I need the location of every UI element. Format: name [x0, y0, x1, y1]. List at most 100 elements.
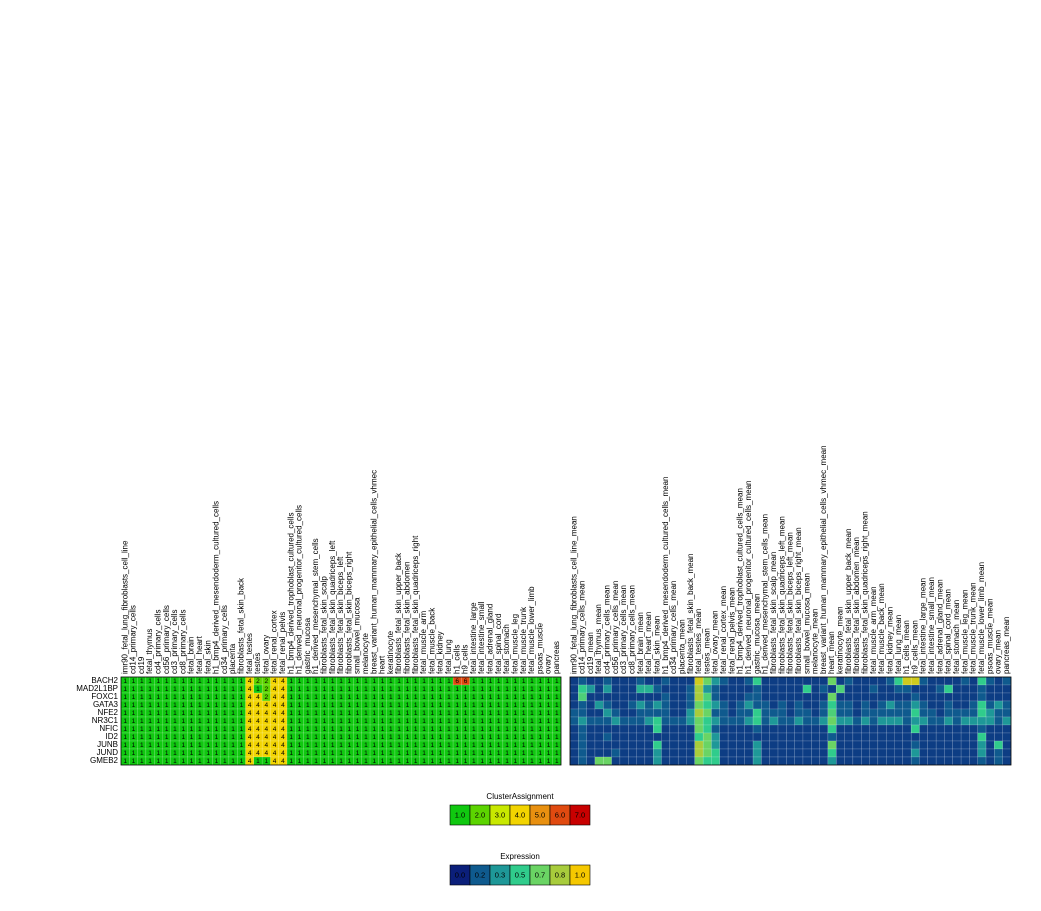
- row-label: FOXC1: [91, 692, 118, 701]
- heatmap-cell: [677, 684, 687, 694]
- cell-label: 1: [173, 702, 177, 709]
- legend-label: 0.0: [455, 870, 465, 879]
- heatmap-cell: [819, 700, 829, 710]
- heatmap-cell: [977, 748, 987, 758]
- column-label: fetal_renal_cortex: [270, 610, 279, 674]
- cell-label: 1: [339, 742, 343, 749]
- heatmap-cell: [719, 740, 729, 750]
- heatmap-cell: [769, 676, 779, 686]
- heatmap-cell: [644, 756, 654, 766]
- cell-label: 1: [173, 694, 177, 701]
- heatmap-cell: [719, 748, 729, 758]
- heatmap-cell: [752, 708, 762, 718]
- cell-label: 1: [298, 742, 302, 749]
- cell-label: 1: [181, 686, 185, 693]
- column-label: testes: [253, 653, 262, 674]
- heatmap-cell: [877, 676, 887, 686]
- heatmap-cell: [836, 676, 845, 686]
- heatmap-cell: [894, 684, 904, 694]
- cell-label: 1: [422, 758, 426, 765]
- heatmap-cell: [960, 724, 970, 734]
- cell-label: 1: [505, 686, 509, 693]
- cell-label: 1: [206, 694, 210, 701]
- heatmap-cell: [852, 708, 862, 718]
- heatmap-cell: [769, 708, 779, 718]
- cell-label: 4: [281, 734, 285, 741]
- cell-label: 6: [455, 678, 459, 685]
- column-label: h1_cells: [452, 645, 461, 674]
- cell-label: 1: [223, 678, 227, 685]
- cell-label: 1: [181, 718, 185, 725]
- heatmap-cell: [919, 684, 928, 694]
- cell-label: 1: [165, 758, 169, 765]
- heatmap-cell: [994, 684, 1003, 694]
- cell-label: 1: [132, 694, 136, 701]
- cell-label: 1: [464, 718, 468, 725]
- cell-label: 1: [140, 742, 144, 749]
- cell-label: 1: [397, 702, 401, 709]
- cell-label: 1: [215, 678, 219, 685]
- cell-label: 1: [514, 718, 518, 725]
- cell-label: 1: [538, 678, 542, 685]
- heatmap-cell: [677, 676, 687, 686]
- heatmap-cell: [935, 676, 945, 686]
- heatmap-cell: [619, 756, 629, 766]
- cell-label: 1: [347, 726, 351, 733]
- heatmap-cell: [802, 700, 812, 710]
- cell-label: 1: [148, 742, 152, 749]
- cell-label: 1: [123, 710, 127, 717]
- heatmap-cell: [578, 684, 587, 694]
- heatmap-cell: [802, 676, 812, 686]
- row-label: ID2: [106, 732, 119, 741]
- cell-label: 1: [505, 758, 509, 765]
- cell-label: 1: [173, 726, 177, 733]
- cell-label: 1: [480, 686, 484, 693]
- cell-label: 1: [323, 726, 327, 733]
- heatmap-cell: [894, 708, 904, 718]
- cell-label: 1: [555, 686, 559, 693]
- cell-label: 1: [289, 686, 293, 693]
- cell-label: 1: [240, 734, 244, 741]
- cell-label: 1: [522, 686, 526, 693]
- cell-label: 1: [198, 734, 202, 741]
- heatmap-cell: [919, 676, 928, 686]
- heatmap-cell: [869, 732, 879, 742]
- heatmap-cell: [586, 676, 596, 686]
- cell-label: 1: [314, 742, 318, 749]
- heatmap-cell: [661, 676, 671, 686]
- cell-label: 2: [264, 678, 268, 685]
- heatmap-cell: [952, 740, 962, 750]
- heatmap-cell: [919, 740, 928, 750]
- column-label: fetal_intestine_large: [469, 602, 478, 674]
- heatmap-cell: [836, 692, 845, 702]
- column-label: fetal_lung: [444, 639, 453, 674]
- heatmap-cell: [985, 740, 995, 750]
- cell-label: 1: [381, 726, 385, 733]
- heatmap-cell: [619, 716, 629, 726]
- heatmap-cell: [935, 700, 945, 710]
- cell-label: 1: [547, 686, 551, 693]
- cell-label: 1: [372, 718, 376, 725]
- heatmap-cell: [869, 724, 879, 734]
- legend-label: 5.0: [535, 810, 545, 819]
- cell-label: 1: [173, 686, 177, 693]
- cell-label: 1: [157, 734, 161, 741]
- heatmap-cell: [977, 684, 987, 694]
- cell-label: 4: [248, 686, 252, 693]
- heatmap-cell: [852, 724, 862, 734]
- column-label: fetal_stomach: [502, 624, 511, 674]
- heatmap-cell: [811, 700, 820, 710]
- heatmap-cell: [844, 740, 854, 750]
- heatmap-cell: [586, 748, 596, 758]
- heatmap-cell: [628, 724, 637, 734]
- heatmap-cell: [869, 716, 879, 726]
- heatmap-cell: [619, 740, 629, 750]
- heatmap-cell: [819, 740, 829, 750]
- heatmap-cell: [935, 716, 945, 726]
- cell-label: 1: [298, 718, 302, 725]
- heatmap-cell: [910, 700, 920, 710]
- column-label: h1_bmp4_derived_trophoblast_cultured_cel…: [736, 488, 745, 674]
- cell-label: 1: [339, 758, 343, 765]
- column-label: fetal_testes: [245, 633, 254, 674]
- column-label: fetal_lung_mean: [894, 615, 903, 674]
